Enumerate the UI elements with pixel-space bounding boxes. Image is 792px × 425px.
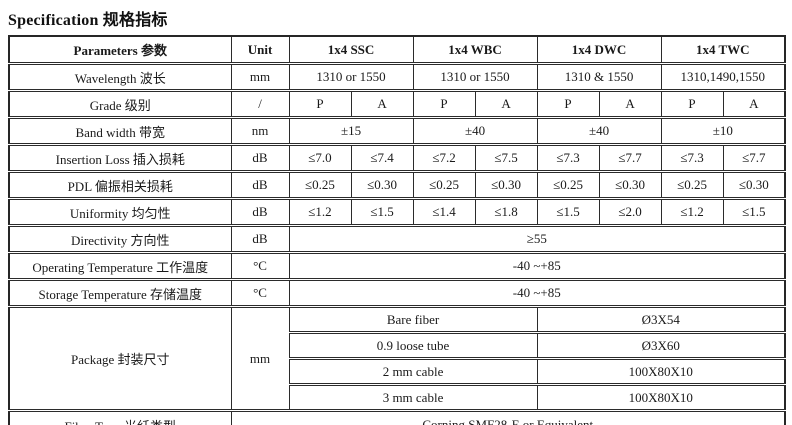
grade-cell: A — [474, 90, 538, 119]
bandwidth-ssc: ±15 — [288, 117, 414, 146]
header-model-twc: 1x4 TWC — [660, 35, 786, 65]
uniformity-cell: ≤1.8 — [474, 198, 538, 227]
row-directivity: Directivity 方向性 dB ≥55 — [8, 225, 786, 254]
pdl-cell: ≤0.30 — [350, 171, 414, 200]
bandwidth-twc: ±10 — [660, 117, 786, 146]
param-label-fiber-type: Fiber Type 光纤类型 — [8, 410, 232, 425]
param-label-storage-temperature: Storage Temperature 存储温度 — [8, 279, 232, 308]
operating-temperature-value: -40 ~+85 — [288, 252, 786, 281]
uniformity-cell: ≤1.5 — [350, 198, 414, 227]
package-size-cell: 100X80X10 — [536, 384, 786, 412]
row-uniformity: Uniformity 均匀性 dB ≤1.2 ≤1.5 ≤1.4 ≤1.8 ≤1… — [8, 198, 786, 227]
unit-operating-temperature: °C — [230, 252, 290, 281]
insertion-loss-cell: ≤7.3 — [536, 144, 600, 173]
param-label-package: Package 封装尺寸 — [8, 306, 232, 412]
package-size-cell: 100X80X10 — [536, 358, 786, 386]
insertion-loss-cell: ≤7.0 — [288, 144, 352, 173]
grade-cell: P — [412, 90, 476, 119]
insertion-loss-cell: ≤7.4 — [350, 144, 414, 173]
header-model-dwc: 1x4 DWC — [536, 35, 662, 65]
pdl-cell: ≤0.30 — [598, 171, 662, 200]
pdl-cell: ≤0.25 — [288, 171, 352, 200]
fiber-type-value: Corning SMF28-E or Equivalent — [230, 410, 786, 425]
param-label-wavelength: Wavelength 波长 — [8, 63, 232, 92]
param-label-insertion-loss: Insertion Loss 插入损耗 — [8, 144, 232, 173]
row-wavelength: Wavelength 波长 mm 1310 or 1550 1310 or 15… — [8, 63, 786, 92]
row-package-bare-fiber: Package 封装尺寸 mm Bare fiber Ø3X54 — [8, 306, 786, 412]
wavelength-wbc: 1310 or 1550 — [412, 63, 538, 92]
unit-bandwidth: nm — [230, 117, 290, 146]
uniformity-cell: ≤1.5 — [536, 198, 600, 227]
grade-cell: A — [722, 90, 786, 119]
unit-grade: / — [230, 90, 290, 119]
uniformity-cell: ≤1.2 — [660, 198, 724, 227]
unit-insertion-loss: dB — [230, 144, 290, 173]
row-package-2mm-cable: 2 mm cable 100X80X10 — [9, 358, 786, 386]
unit-wavelength: mm — [230, 63, 290, 92]
row-operating-temperature: Operating Temperature 工作温度 °C -40 ~+85 — [8, 252, 786, 281]
table-header-row: Parameters 参数 Unit 1x4 SSC 1x4 WBC 1x4 D… — [8, 35, 786, 65]
unit-uniformity: dB — [230, 198, 290, 227]
package-type-cell: Bare fiber — [288, 306, 538, 334]
grade-cell: A — [350, 90, 414, 119]
pdl-cell: ≤0.25 — [412, 171, 476, 200]
row-pdl: PDL 偏振相关损耗 dB ≤0.25 ≤0.30 ≤0.25 ≤0.30 ≤0… — [8, 171, 786, 200]
wavelength-dwc: 1310 & 1550 — [536, 63, 662, 92]
row-storage-temperature: Storage Temperature 存储温度 °C -40 ~+85 — [8, 279, 786, 308]
insertion-loss-cell: ≤7.7 — [722, 144, 786, 173]
header-model-wbc: 1x4 WBC — [412, 35, 538, 65]
row-package-3mm-cable: 3 mm cable 100X80X10 — [9, 384, 786, 412]
param-label-directivity: Directivity 方向性 — [8, 225, 232, 254]
unit-package: mm — [230, 306, 290, 412]
pdl-cell: ≤0.25 — [660, 171, 724, 200]
specification-table: Parameters 参数 Unit 1x4 SSC 1x4 WBC 1x4 D… — [8, 35, 787, 425]
insertion-loss-cell: ≤7.7 — [598, 144, 662, 173]
row-fiber-type: Fiber Type 光纤类型 Corning SMF28-E or Equiv… — [8, 410, 786, 425]
param-label-operating-temperature: Operating Temperature 工作温度 — [8, 252, 232, 281]
package-type-cell: 0.9 loose tube — [288, 332, 538, 360]
wavelength-ssc: 1310 or 1550 — [288, 63, 414, 92]
bandwidth-dwc: ±40 — [536, 117, 662, 146]
uniformity-cell: ≤1.2 — [288, 198, 352, 227]
param-label-bandwidth: Band width 带宽 — [8, 117, 232, 146]
param-label-uniformity: Uniformity 均匀性 — [8, 198, 232, 227]
package-size-cell: Ø3X54 — [536, 306, 786, 334]
spec-sheet-page: Specification 规格指标 Parameters 参数 Unit 1x… — [0, 6, 792, 425]
param-label-pdl: PDL 偏振相关损耗 — [8, 171, 232, 200]
header-parameters: Parameters 参数 — [8, 35, 232, 65]
uniformity-cell: ≤2.0 — [598, 198, 662, 227]
unit-pdl: dB — [230, 171, 290, 200]
uniformity-cell: ≤1.5 — [722, 198, 786, 227]
pdl-cell: ≤0.30 — [722, 171, 786, 200]
grade-cell: P — [660, 90, 724, 119]
unit-storage-temperature: °C — [230, 279, 290, 308]
insertion-loss-cell: ≤7.3 — [660, 144, 724, 173]
pdl-cell: ≤0.25 — [536, 171, 600, 200]
package-type-cell: 2 mm cable — [288, 358, 538, 386]
uniformity-cell: ≤1.4 — [412, 198, 476, 227]
row-insertion-loss: Insertion Loss 插入损耗 dB ≤7.0 ≤7.4 ≤7.2 ≤7… — [8, 144, 786, 173]
param-label-grade: Grade 级别 — [8, 90, 232, 119]
insertion-loss-cell: ≤7.2 — [412, 144, 476, 173]
pdl-cell: ≤0.30 — [474, 171, 538, 200]
grade-cell: A — [598, 90, 662, 119]
header-model-ssc: 1x4 SSC — [288, 35, 414, 65]
bandwidth-wbc: ±40 — [412, 117, 538, 146]
insertion-loss-cell: ≤7.5 — [474, 144, 538, 173]
header-unit: Unit — [230, 35, 290, 65]
wavelength-twc: 1310,1490,1550 — [660, 63, 786, 92]
directivity-value: ≥55 — [288, 225, 786, 254]
row-grade: Grade 级别 / P A P A P A P A — [8, 90, 786, 119]
storage-temperature-value: -40 ~+85 — [288, 279, 786, 308]
grade-cell: P — [536, 90, 600, 119]
page-title: Specification 规格指标 — [8, 12, 168, 29]
unit-directivity: dB — [230, 225, 290, 254]
row-bandwidth: Band width 带宽 nm ±15 ±40 ±40 ±10 — [8, 117, 786, 146]
grade-cell: P — [288, 90, 352, 119]
package-size-cell: Ø3X60 — [536, 332, 786, 360]
package-type-cell: 3 mm cable — [288, 384, 538, 412]
row-package-loose-tube: 0.9 loose tube Ø3X60 — [9, 332, 786, 360]
